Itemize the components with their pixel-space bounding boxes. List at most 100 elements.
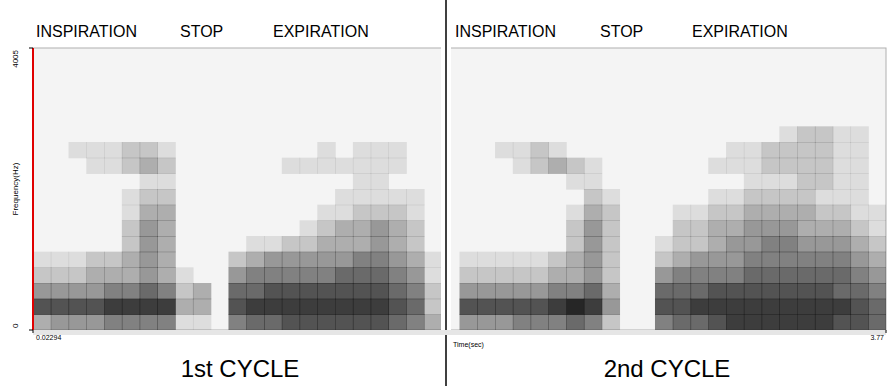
cell: [833, 79, 851, 95]
cell: [673, 158, 691, 174]
cell: [140, 142, 158, 158]
cell: [460, 283, 478, 299]
cell: [193, 267, 211, 283]
cell: [193, 189, 211, 205]
cell: [228, 189, 246, 205]
cell: [104, 267, 122, 283]
cell: [211, 252, 229, 268]
cell: [335, 142, 353, 158]
cell: [264, 173, 282, 189]
cell: [211, 64, 229, 80]
cell: [815, 283, 833, 299]
cell: [424, 95, 442, 111]
cell: [815, 173, 833, 189]
cells: [33, 48, 886, 330]
cell: [211, 79, 229, 95]
cell: [726, 267, 744, 283]
cell: [193, 173, 211, 189]
cell: [531, 158, 549, 174]
cell: [833, 48, 851, 64]
cell: [122, 48, 140, 64]
y-tick: [29, 48, 33, 49]
cell: [815, 189, 833, 205]
cell: [246, 79, 264, 95]
cell: [388, 111, 406, 127]
cell: [246, 314, 264, 330]
cell: [708, 314, 726, 330]
cell: [460, 142, 478, 158]
cell: [86, 220, 104, 236]
cell: [228, 299, 246, 315]
cell: [655, 126, 673, 142]
cell: [317, 267, 335, 283]
cell: [833, 64, 851, 80]
cell: [86, 205, 104, 221]
cell: [157, 252, 175, 268]
cell: [584, 299, 602, 315]
cell: [850, 267, 868, 283]
cell: [619, 252, 637, 268]
x-tick: [886, 330, 887, 333]
cell: [175, 48, 193, 64]
cell: [655, 220, 673, 236]
cell: [317, 126, 335, 142]
cell: [779, 173, 797, 189]
cell: [655, 252, 673, 268]
cell: [371, 79, 389, 95]
cell: [300, 236, 318, 252]
cell: [86, 314, 104, 330]
y-tick-label: 0: [11, 323, 20, 328]
cell: [495, 252, 513, 268]
cell: [531, 205, 549, 221]
cell: [655, 189, 673, 205]
cell: [104, 283, 122, 299]
cell: [726, 158, 744, 174]
chart: 04005Frequency(Hz)0.022943.77Time(sec)IN…: [0, 0, 892, 386]
cell: [388, 205, 406, 221]
cell: [86, 48, 104, 64]
cell: [637, 158, 655, 174]
cell: [495, 189, 513, 205]
cell: [264, 79, 282, 95]
cell: [335, 158, 353, 174]
cell: [282, 111, 300, 127]
cell: [406, 48, 424, 64]
cell: [122, 79, 140, 95]
cell: [193, 283, 211, 299]
cell: [317, 142, 335, 158]
cell: [69, 79, 87, 95]
cell: [69, 314, 87, 330]
cell: [637, 267, 655, 283]
cell: [335, 220, 353, 236]
cell: [51, 189, 69, 205]
cell: [584, 79, 602, 95]
cell: [779, 220, 797, 236]
cell: [513, 95, 531, 111]
cell: [86, 95, 104, 111]
cell: [833, 283, 851, 299]
cell: [335, 173, 353, 189]
cell: [424, 220, 442, 236]
cell: [371, 220, 389, 236]
cell: [460, 173, 478, 189]
cell: [122, 205, 140, 221]
cell: [140, 95, 158, 111]
cell: [211, 189, 229, 205]
cell: [264, 95, 282, 111]
cell: [513, 283, 531, 299]
cell: [300, 205, 318, 221]
cell: [424, 189, 442, 205]
cell: [744, 236, 762, 252]
y-tick: [29, 330, 33, 331]
cell: [228, 126, 246, 142]
cell: [300, 126, 318, 142]
cell: [477, 299, 495, 315]
cell: [655, 314, 673, 330]
cell: [673, 126, 691, 142]
cell: [762, 64, 780, 80]
cell: [691, 95, 709, 111]
phase-label: STOP: [600, 23, 643, 40]
cell: [584, 48, 602, 64]
panel-label: 2nd CYCLE: [604, 355, 731, 382]
cell: [157, 236, 175, 252]
